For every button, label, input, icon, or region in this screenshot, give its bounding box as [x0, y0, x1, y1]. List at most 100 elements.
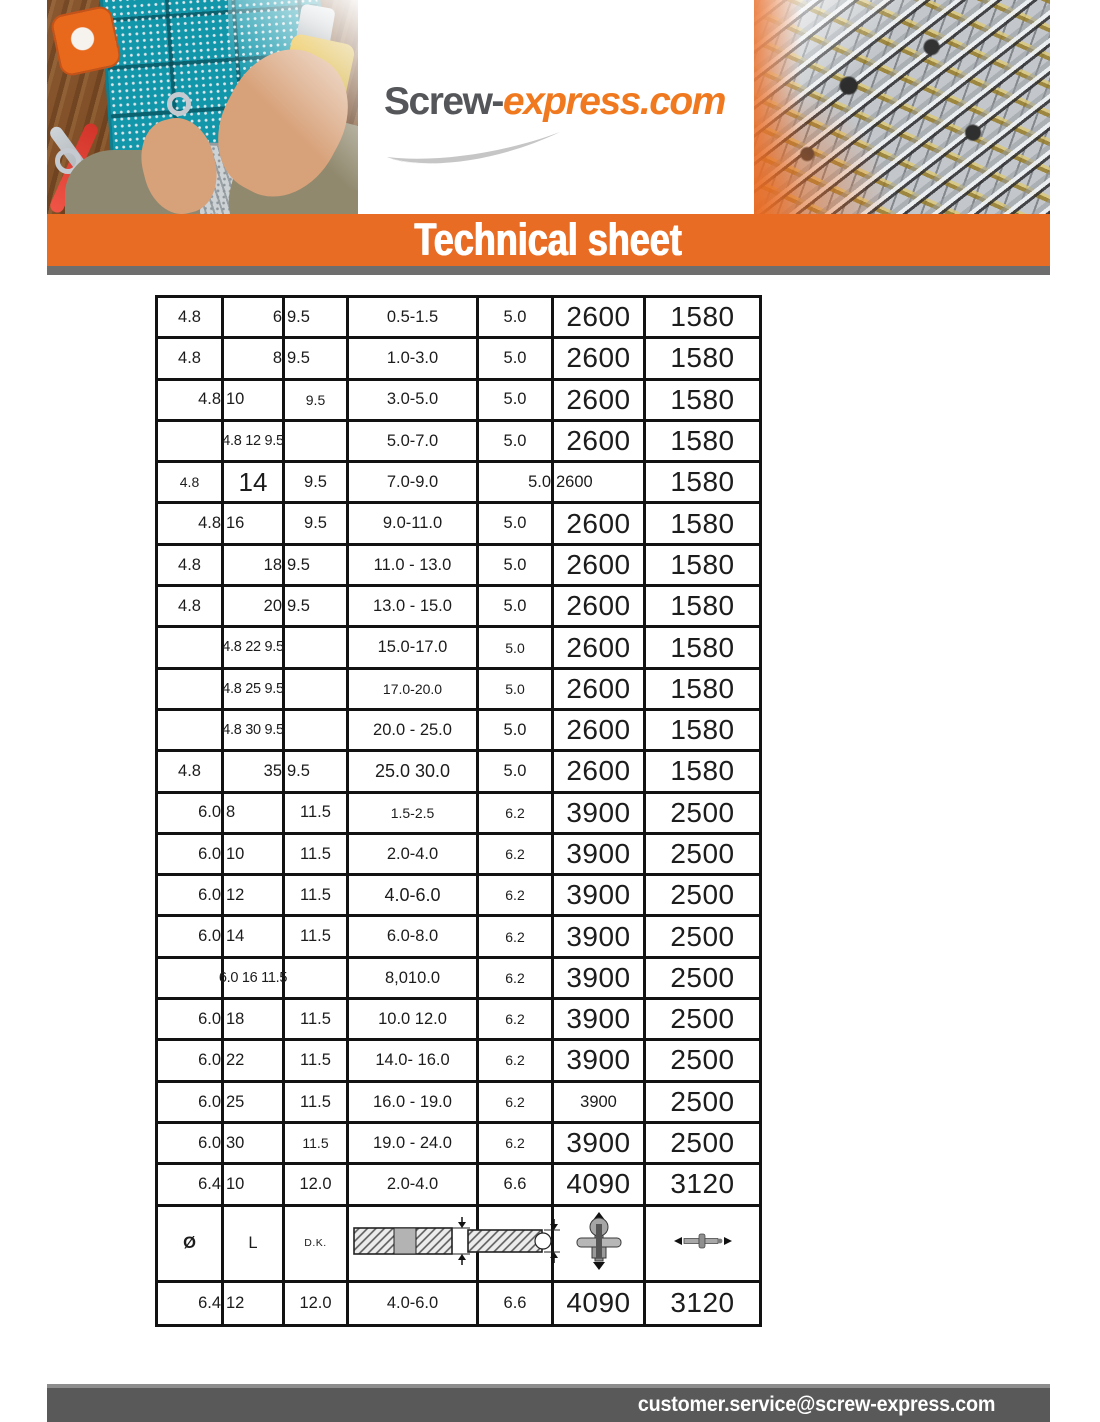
- cell-text: 6.2: [505, 1052, 525, 1069]
- table-cell: 8,010.0: [349, 958, 479, 998]
- cell-text: D.K.: [304, 1236, 327, 1249]
- cell-text: Ø: [183, 1233, 196, 1252]
- cell-text: 2600: [556, 473, 593, 492]
- table-cell: 9.5: [285, 545, 349, 585]
- table-cell: 12.0: [285, 1165, 349, 1204]
- cell-text: 1580: [670, 342, 735, 374]
- cell-text: 3900: [566, 838, 631, 869]
- cell-text: 4.8: [178, 349, 201, 368]
- cell-text: 11.0 - 13.0: [373, 555, 452, 574]
- table-cell: [158, 710, 224, 750]
- cell-text: 14: [226, 927, 245, 946]
- table-cell: 6.4: [158, 1165, 224, 1204]
- cell-text: 6.2: [505, 804, 525, 821]
- table-cell: 4.8 30 9.5: [222, 710, 285, 750]
- table-cell: 5.0: [479, 710, 554, 750]
- table-cell: 11.5: [285, 834, 349, 874]
- cell-text: 11.5: [300, 803, 331, 822]
- cell-text: 5.0: [505, 639, 525, 656]
- drilled-plate-icon: [466, 1219, 564, 1267]
- cell-text: 2500: [670, 1085, 735, 1117]
- table-cell: 9.5: [285, 298, 349, 337]
- table-cell: 3900: [554, 1000, 646, 1039]
- cell-text: 4.8: [198, 390, 221, 409]
- table-cell: 1580: [646, 298, 759, 336]
- table-cell: 19.0 - 24.0: [349, 1123, 479, 1163]
- table-cell: 2600: [554, 380, 646, 419]
- cell-text: 6.0: [198, 1009, 221, 1028]
- logo-text: Screw-express.com: [384, 80, 726, 124]
- table-cell: 6.0: [158, 793, 224, 832]
- logo: Screw-express.com: [358, 0, 754, 214]
- cell-text: 3900: [566, 1003, 631, 1035]
- legend-row: Ø L D.K.: [158, 1206, 759, 1283]
- table-cell: 16: [224, 504, 285, 543]
- table-row: 4.8 30 9.5 20.0 - 25.0 5.0 2600 1580: [158, 710, 759, 753]
- cell-text: 6.0: [198, 803, 221, 822]
- cell-text: 9.5: [287, 762, 310, 781]
- table-cell: 22: [224, 1041, 285, 1080]
- clamped-plates-icon: [352, 1217, 474, 1269]
- title-banner: Technical sheet: [47, 214, 1050, 266]
- table-cell: [285, 421, 349, 461]
- table-cell: 2600: [554, 545, 646, 585]
- table-row: 6.0 25 11.5 16.0 - 19.0 6.2 3900 2500: [158, 1082, 759, 1124]
- cell-text: 1580: [670, 590, 735, 622]
- cell-text: 9.0-11.0: [382, 514, 443, 533]
- table-cell: 6.0: [158, 1041, 224, 1080]
- cell-text: 11.5: [300, 886, 331, 905]
- table-cell: [285, 669, 349, 708]
- cell-text: 1.5-2.5: [390, 804, 435, 821]
- table-cell: 4090: [554, 1165, 646, 1204]
- table-cell: 6.0: [158, 917, 224, 956]
- table-cell: 1580: [646, 752, 759, 790]
- cell-text: 2600: [566, 714, 631, 746]
- table-cell: 2.0-4.0: [349, 834, 479, 874]
- cell-text: 6.0: [198, 1051, 221, 1070]
- cell-text: 20: [263, 596, 282, 615]
- table-cell: 6.0: [158, 876, 224, 915]
- cell-text: 9.5: [287, 307, 310, 326]
- cell-text: 6.2: [505, 1093, 525, 1110]
- cell-text: 11.5: [300, 1092, 331, 1111]
- cell-text: 6.6: [503, 1175, 527, 1194]
- table-cell: 6.2: [479, 1082, 554, 1121]
- table-cell: 6.2: [479, 793, 554, 832]
- cell-text: 2500: [670, 961, 735, 993]
- cell-text: 1580: [670, 383, 735, 415]
- table-cell: 6.2: [479, 1041, 554, 1080]
- table-cell: 10: [224, 380, 285, 419]
- table-cell: 2600: [554, 752, 646, 791]
- table-cell: 3.0-5.0: [349, 380, 479, 419]
- cell-text: 2600: [566, 631, 631, 663]
- cell-text: 11.5: [300, 844, 331, 863]
- cell-text: 5.0: [503, 762, 527, 781]
- table-cell: 6.2: [479, 1123, 554, 1163]
- table-cell: 14: [224, 917, 285, 956]
- table-cell: 6.2: [479, 958, 554, 998]
- table-cell: 11.5: [285, 1082, 349, 1121]
- technical-data-table: 4.8 6 9.5 0.5-1.5 5.0 2600 1580 4.8 8 9.5 1.0-3.0 5…: [155, 295, 762, 1327]
- table-cell: 2600: [554, 710, 646, 750]
- table-cell: 20.0 - 25.0: [349, 710, 479, 750]
- cell-text: 4.8 30 9.5: [222, 721, 284, 738]
- table-cell: 12: [224, 1282, 285, 1324]
- table-cell: 2600: [554, 587, 646, 626]
- table-cell: 4.8: [158, 380, 224, 419]
- cell-text: 5.0: [503, 431, 527, 450]
- table-cell: 2500: [646, 835, 759, 873]
- table-cell: 11.5: [285, 793, 349, 832]
- table-cell: 1580: [646, 463, 759, 501]
- table-row: 6.4 10 12.0 2.0-4.0 6.6 4090 3120: [158, 1165, 759, 1207]
- workbench-photo: [47, 0, 358, 214]
- tape-measure: [49, 4, 123, 78]
- table-row: 6.0 22 11.5 14.0- 16.0 6.2 3900 2500: [158, 1041, 759, 1083]
- cell-text: 2600: [566, 342, 631, 374]
- table-cell: 4.8: [158, 463, 224, 502]
- cell-text: 4.8: [198, 514, 221, 533]
- table-cell: 11.5: [285, 1000, 349, 1039]
- table-cell: 3900: [554, 1123, 646, 1163]
- cell-text: 6.4: [198, 1293, 221, 1312]
- cell-text: 2600: [566, 590, 631, 622]
- table-cell: 9.5: [285, 339, 349, 378]
